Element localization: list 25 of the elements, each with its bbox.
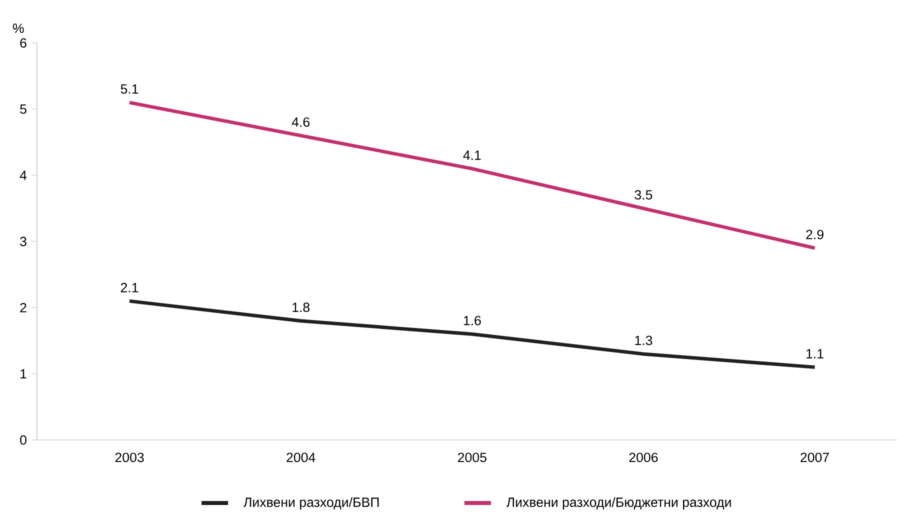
y-tick-label: 4 [20,170,27,180]
y-tick-label: 0 [20,435,26,445]
data-label: 1.3 [635,336,652,346]
y-axis-title: % [12,24,24,33]
x-tick-label: 2007 [800,452,829,462]
y-tick-label: 3 [20,236,26,246]
x-tick-label: 2005 [458,452,486,462]
data-label: 4.6 [292,117,310,127]
y-tick-label: 2 [20,303,26,312]
data-label: 4.1 [463,150,481,160]
x-tick-label: 2003 [115,452,144,462]
data-label: 2.1 [120,282,138,292]
y-tick-label: 1 [20,369,26,378]
data-label: 3.5 [634,190,652,200]
data-label: 1.8 [292,302,310,312]
data-label: 5.1 [120,84,138,94]
y-tick-label: 6 [20,38,26,48]
data-label: 1.1 [806,349,824,358]
x-tick-label: 2004 [286,452,316,462]
legend-label: Лихвени разходи/Бюджетни разходи [506,497,731,510]
legend-label: Лихвени разходи/БВП [244,497,379,510]
data-label: 1.6 [464,316,481,326]
data-label: 2.9 [806,230,824,240]
y-tick-label: 5 [20,104,26,114]
x-tick-label: 2006 [629,452,658,462]
